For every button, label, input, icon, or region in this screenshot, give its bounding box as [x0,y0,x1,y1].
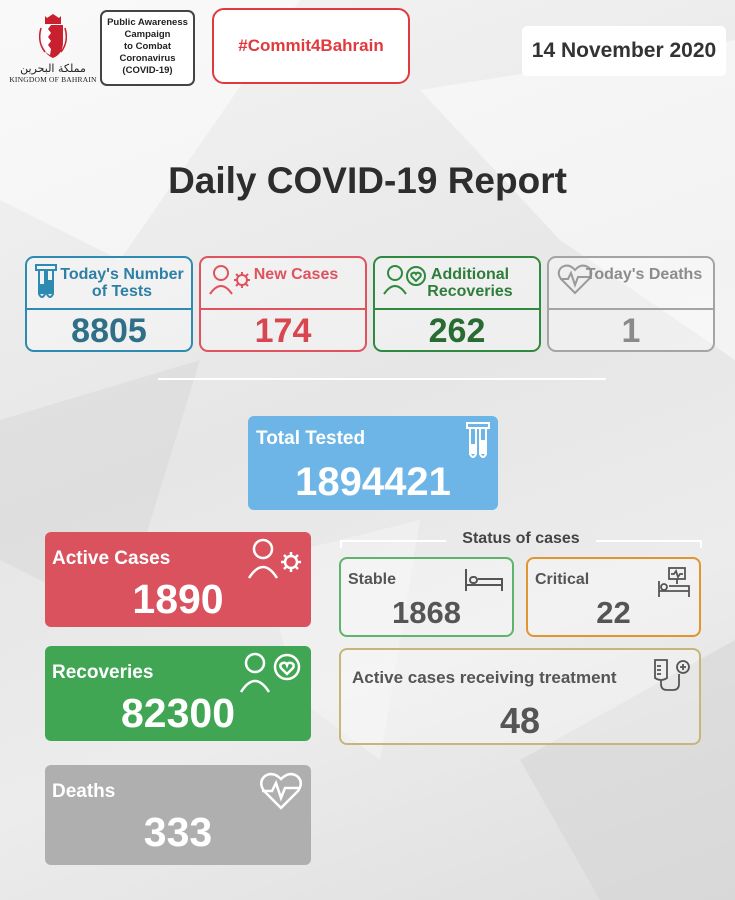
kingdom-english-name: KINGDOM OF BAHRAIN [9,75,97,84]
person-heart-icon [383,265,426,295]
hospital-bed-monitor-icon [658,567,690,597]
stable-label: Stable [348,571,397,588]
test-tubes-icon [466,422,490,458]
stat-deaths-today: Today's Deaths 1 [547,256,715,352]
page-title: Daily COVID-19 Report [168,160,567,201]
heart-pulse-icon [260,772,302,810]
stat-additional-recoveries: Additional Recoveries 262 [373,256,541,352]
total-tested-label: Total Tested [256,428,366,449]
status-of-cases-title: Status of cases [446,530,596,548]
recoveries-value: 82300 [120,690,235,736]
stable-value: 1868 [392,595,461,630]
treatment-cases-box: Active cases receiving treatment 48 [339,648,701,745]
hashtag-text: #Commit4Bahrain [238,36,384,55]
campaign-line: Coronavirus [119,53,176,64]
person-virus-icon [247,538,301,579]
total-tested-card: Total Tested 1894421 [248,416,498,510]
stable-cases-box: Stable 1868 [339,557,514,637]
bracket-left [340,540,342,548]
campaign-line: to Combat [124,41,171,52]
person-virus-icon [209,265,250,295]
stat-value: 262 [428,312,486,350]
deaths-label: Deaths [52,781,116,802]
stat-header: Today's Deaths [549,258,713,310]
stat-label: Additional Recoveries [427,266,513,300]
bahrain-emblem: مملكة البحرين KINGDOM OF BAHRAIN [8,12,98,88]
bed-icon [465,569,503,591]
crest-icon [39,14,67,58]
campaign-badge: Public Awareness Campaign to Combat Coro… [100,10,195,86]
stat-value: 8805 [71,312,147,350]
status-of-cases-header: Status of cases [340,530,702,554]
test-tubes-icon [35,264,57,298]
treatment-value: 48 [499,700,541,741]
campaign-line: (COVID-19) [122,65,173,76]
deaths-value: 333 [143,809,213,855]
critical-cases-box: Critical 22 [526,557,701,637]
active-cases-value: 1890 [132,576,224,622]
heart-pulse-icon [557,264,593,295]
critical-label: Critical [535,571,590,588]
hashtag-badge: #Commit4Bahrain [212,8,410,84]
stat-header: Today's Number of Tests [27,258,191,310]
campaign-line: Campaign [124,29,171,40]
treatment-label: Active cases receiving treatment [352,668,617,687]
stat-label: Today's Number of Tests [60,266,184,300]
bracket-right [700,540,702,548]
stat-new-cases: New Cases 174 [199,256,367,352]
recoveries-card: Recoveries 82300 [45,646,311,741]
total-tested-value: 1894421 [295,460,451,504]
stat-value: 174 [254,312,312,350]
recoveries-label: Recoveries [52,662,154,683]
person-heart-icon [239,652,301,693]
kingdom-arabic-name: مملكة البحرين [20,62,86,75]
active-cases-label: Active Cases [52,548,171,569]
active-cases-card: Active Cases 1890 [45,532,311,627]
stat-label: Today's Deaths [585,266,703,283]
stat-tests-today: Today's Number of Tests 8805 [25,256,193,352]
divider [158,378,606,380]
deaths-card: Deaths 333 [45,765,311,865]
stat-label: New Cases [253,266,339,283]
iv-drip-icon [654,659,690,691]
campaign-line: Public Awareness [107,17,188,28]
report-date: 14 November 2020 [522,26,726,76]
stat-header: Additional Recoveries [375,258,539,310]
critical-value: 22 [596,595,631,630]
stat-header: New Cases [201,258,365,310]
stat-value: 1 [621,312,641,350]
